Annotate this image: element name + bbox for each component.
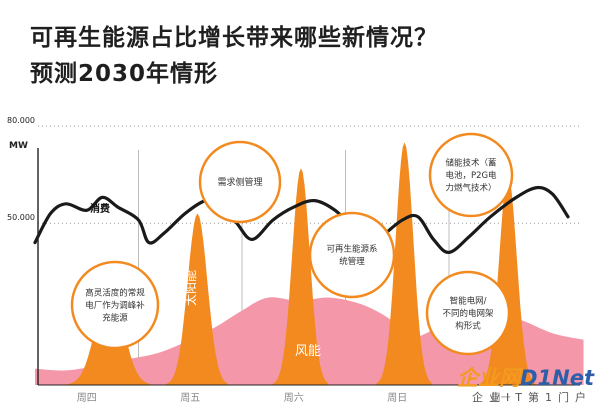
callout-text-smart-grid-0: 智能电网/ [450, 295, 487, 306]
y-axis-label: MW [9, 141, 28, 151]
solar-label: 太阳能 [183, 270, 198, 306]
watermark-brand-cn: 企业网 [457, 366, 521, 390]
callout-circle-storage [428, 132, 514, 218]
watermark-logo: 企业网D1Net 企业IT第1门户 [426, 362, 594, 406]
consumption-line [33, 185, 570, 254]
watermark-subtitle: 企业IT第1门户 [472, 391, 592, 404]
callout-text-flex-plant-0: 高灵活度的常规 [85, 287, 145, 298]
callout-text-storage-1: 电池，P2G电 [445, 170, 497, 181]
solar-peak-2 [272, 168, 330, 385]
callout-text-flex-plant-2: 充能源 [102, 312, 128, 323]
callout-circle-demand-side [198, 140, 282, 224]
day-label-4: 周一 [491, 392, 511, 404]
y-tick-label-1: 80.000 [7, 116, 35, 125]
y-tick-label-0: 50.000 [7, 213, 35, 222]
callout-text-renewable-mgmt-0: 可再生能源系 [326, 244, 377, 255]
day-label-1: 周五 [180, 392, 200, 404]
solar-peak-3 [376, 142, 433, 385]
day-label-2: 周六 [284, 392, 304, 404]
watermark-brand-en: D1Net [520, 366, 594, 390]
callout-circle-smart-grid [425, 270, 511, 356]
day-label-0: 周四 [77, 392, 97, 404]
callout-text-flex-plant-1: 电厂作为调峰补 [85, 300, 145, 311]
callout-text-smart-grid-2: 构形式 [455, 320, 481, 331]
chart-title-line2: 预测2030年情形 [30, 61, 219, 87]
wind-label: 风能 [295, 344, 321, 359]
solar-peak-1 [166, 213, 229, 385]
day-label-3: 周日 [387, 392, 407, 404]
callout-text-smart-grid-1: 不同的电网架 [442, 308, 494, 319]
callout-circle-flex-plant [70, 260, 160, 350]
chart-title-line1: 可再生能源占比增长带来哪些新情况？ [30, 25, 438, 51]
consumption-label: 消费 [90, 202, 110, 215]
callout-text-renewable-mgmt-1: 统管理 [339, 256, 365, 267]
callout-text-storage-2: 力燃气技术） [445, 182, 496, 193]
callout-circle-renewable-mgmt [308, 211, 396, 299]
callout-text-demand-side-0: 需求侧管理 [217, 176, 262, 188]
callout-text-storage-0: 储能技术（蓄 [445, 157, 496, 168]
